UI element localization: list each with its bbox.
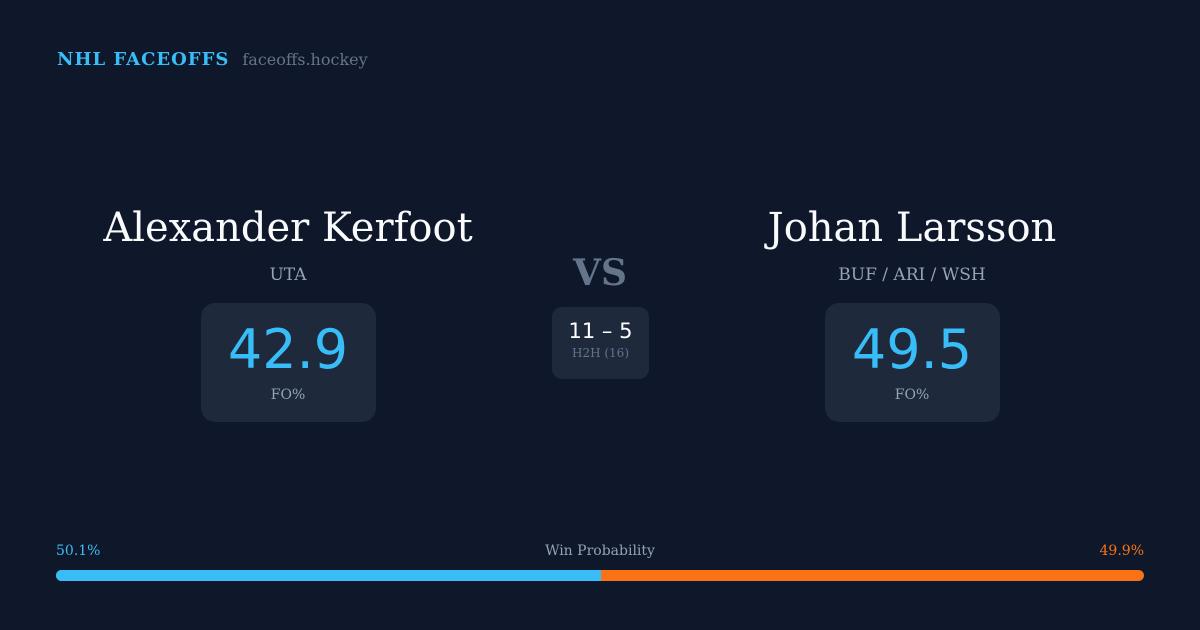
right-player-name: Johan Larsson	[767, 205, 1057, 251]
right-win-pct: 49.9%	[1099, 543, 1144, 559]
left-player: Alexander Kerfoot UTA 42.9 FO%	[78, 205, 498, 422]
left-win-fill	[56, 570, 602, 581]
right-player-team: BUF / ARI / WSH	[838, 265, 986, 285]
left-fo-label: FO%	[270, 386, 306, 403]
win-probability-bar	[56, 570, 1144, 581]
right-fo-label: FO%	[894, 386, 930, 403]
right-player: Johan Larsson BUF / ARI / WSH 49.5 FO%	[702, 205, 1122, 422]
brand-title: NHL FACEOFFS	[57, 49, 230, 70]
win-probability-label: Win Probability	[545, 543, 655, 559]
h2h-score: 11 – 5	[568, 319, 633, 343]
h2h-count: H2H (16)	[571, 346, 629, 360]
brand-url: faceoffs.hockey	[242, 50, 368, 69]
left-player-name: Alexander Kerfoot	[103, 205, 473, 251]
left-fo-value: 42.9	[227, 317, 349, 381]
left-fo-card: 42.9 FO%	[200, 303, 376, 422]
left-player-team: UTA	[269, 265, 307, 285]
brand-header: NHL FACEOFFS faceoffs.hockey	[57, 49, 368, 70]
right-fo-value: 49.5	[851, 317, 973, 381]
win-probability: 50.1% Win Probability 49.9%	[56, 543, 1144, 581]
right-fo-card: 49.5 FO%	[824, 303, 1000, 422]
left-win-pct: 50.1%	[56, 543, 101, 559]
h2h-card: 11 – 5 H2H (16)	[552, 307, 649, 379]
vs-label: VS	[573, 252, 627, 294]
